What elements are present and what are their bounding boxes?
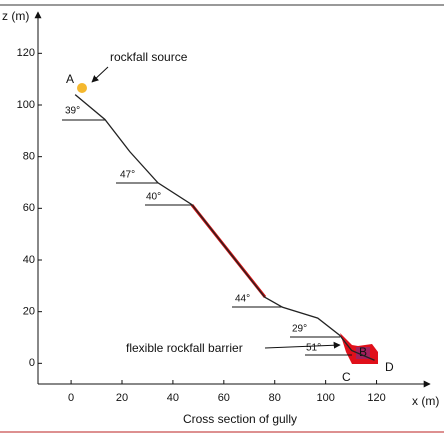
x-axis-label: x (m): [412, 394, 439, 408]
x-tick-label: 60: [218, 392, 230, 404]
angle-label: 51°: [306, 343, 321, 354]
annotation: rockfall source: [110, 50, 188, 64]
angle-label: 39°: [65, 106, 80, 117]
x-tick-label: 0: [68, 392, 74, 404]
point-label: A: [66, 72, 74, 86]
y-tick-label: 40: [23, 254, 35, 266]
annotation: flexible rockfall barrier: [126, 341, 243, 355]
angle-label: 44°: [235, 294, 250, 305]
y-tick-label: 100: [17, 99, 35, 111]
chart-title: Cross section of gully: [183, 412, 297, 426]
arrow: [264, 341, 341, 349]
y-tick-label: 80: [23, 151, 35, 163]
y-tick-label: 0: [29, 357, 35, 369]
x-tick-label: 20: [116, 392, 128, 404]
angle-label: 47°: [120, 170, 135, 181]
x-tick-label: 80: [269, 392, 281, 404]
point-label: C: [342, 370, 351, 384]
point-label: B: [359, 345, 367, 359]
arrow: [91, 66, 109, 83]
y-tick-label: 120: [17, 47, 35, 59]
x-tick-label: 100: [316, 392, 334, 404]
profile-line: [74, 94, 375, 361]
angle-refs: [62, 119, 352, 356]
angle-label: 29°: [292, 324, 307, 335]
barrier: [356, 347, 370, 359]
y-tick-label: 20: [23, 306, 35, 318]
angle-label: 40°: [146, 192, 161, 203]
point-label: D: [385, 360, 394, 374]
y-tick-label: 60: [23, 202, 35, 214]
x-tick-label: 40: [167, 392, 179, 404]
y-axis-label: z (m): [2, 9, 29, 23]
source-marker: [77, 83, 87, 93]
x-tick-label: 120: [367, 392, 385, 404]
